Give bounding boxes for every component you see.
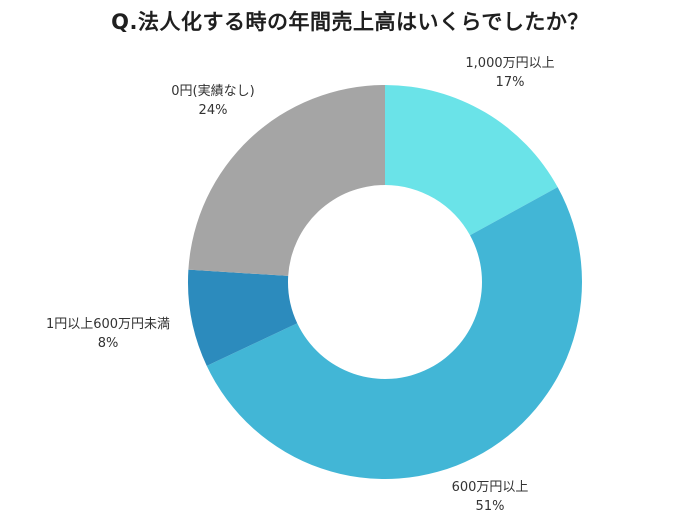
slice-label-name: 600万円以上 xyxy=(451,480,529,495)
slice-label-value: 8% xyxy=(97,336,119,351)
slice-label-value: 24% xyxy=(198,103,228,118)
donut-slice xyxy=(188,269,298,366)
slice-label-name: 0円(実績なし) xyxy=(171,84,255,99)
slice-label-name: 1円以上600万円未満 xyxy=(45,317,171,332)
chart-title: Q.法人化する時の年間売上高はいくらでしたか？ xyxy=(111,10,589,34)
donut-slice xyxy=(206,187,582,479)
donut-slice xyxy=(188,85,385,276)
slice-label-600man-over: 600万円以上 51% xyxy=(420,478,560,516)
donut-slice xyxy=(385,85,558,236)
slice-label-name: 1,000万円以上 xyxy=(465,56,555,71)
slice-label-1yen-to-600man: 1円以上600万円未満 8% xyxy=(18,315,198,353)
slice-label-0yen: 0円(実績なし) 24% xyxy=(143,82,283,120)
slice-label-1000man-over: 1,000万円以上 17% xyxy=(440,54,580,92)
slice-label-value: 51% xyxy=(475,499,505,514)
slice-label-value: 17% xyxy=(495,75,525,90)
